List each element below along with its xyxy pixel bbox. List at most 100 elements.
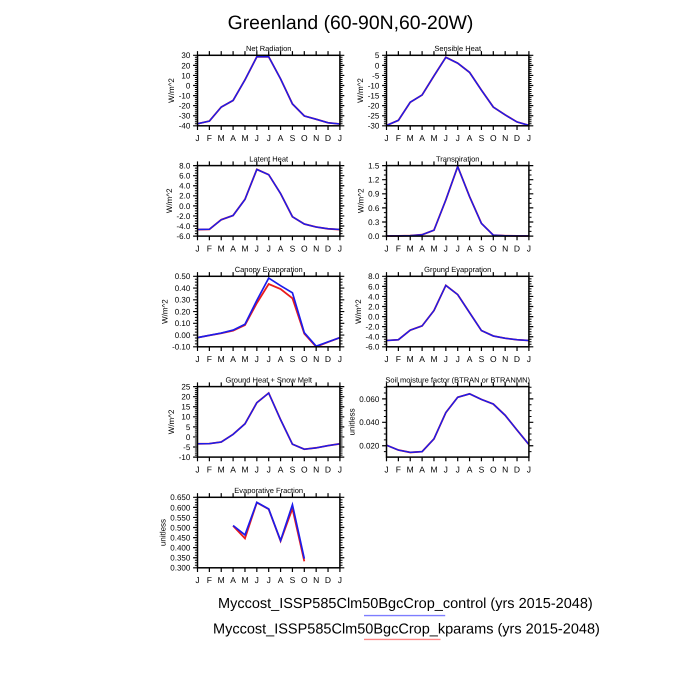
svg-text:J: J xyxy=(456,133,460,143)
svg-text:8.0: 8.0 xyxy=(179,162,191,171)
svg-text:0: 0 xyxy=(186,81,191,90)
svg-text:-2.0: -2.0 xyxy=(177,212,191,221)
svg-text:A: A xyxy=(467,464,473,474)
svg-text:A: A xyxy=(230,464,236,474)
svg-text:F: F xyxy=(207,354,212,364)
svg-text:D: D xyxy=(325,243,331,253)
svg-text:25: 25 xyxy=(181,383,190,392)
svg-text:D: D xyxy=(325,354,331,364)
svg-text:Soil moisture factor (BTRAN or: Soil moisture factor (BTRAN or BTRANMN) xyxy=(385,375,530,384)
svg-text:A: A xyxy=(467,243,473,253)
svg-text:W/m^2: W/m^2 xyxy=(356,78,365,103)
svg-text:M: M xyxy=(430,464,437,474)
svg-text:0.00: 0.00 xyxy=(175,331,191,340)
svg-text:-25: -25 xyxy=(368,112,380,121)
svg-text:2.0: 2.0 xyxy=(368,302,380,311)
svg-text:15: 15 xyxy=(181,403,190,412)
svg-text:0.40: 0.40 xyxy=(175,284,191,293)
svg-text:A: A xyxy=(419,243,425,253)
svg-text:J: J xyxy=(267,575,271,585)
svg-text:A: A xyxy=(230,133,236,143)
svg-text:A: A xyxy=(419,464,425,474)
svg-text:0.10: 0.10 xyxy=(175,319,191,328)
svg-text:0.3: 0.3 xyxy=(368,218,380,227)
svg-text:O: O xyxy=(490,354,497,364)
svg-text:0.0: 0.0 xyxy=(368,313,380,322)
svg-text:J: J xyxy=(444,243,448,253)
svg-text:O: O xyxy=(301,464,308,474)
svg-text:M: M xyxy=(218,133,225,143)
svg-text:Transpiration: Transpiration xyxy=(436,154,480,163)
svg-text:0.650: 0.650 xyxy=(170,493,191,502)
svg-text:-10: -10 xyxy=(179,453,191,462)
svg-text:D: D xyxy=(514,354,520,364)
svg-text:F: F xyxy=(207,575,212,585)
svg-text:A: A xyxy=(230,354,236,364)
svg-text:0.020: 0.020 xyxy=(359,442,380,451)
svg-text:N: N xyxy=(313,243,319,253)
svg-text:J: J xyxy=(444,133,448,143)
svg-text:M: M xyxy=(407,464,414,474)
svg-text:0.060: 0.060 xyxy=(359,395,380,404)
svg-text:A: A xyxy=(278,133,284,143)
svg-text:20: 20 xyxy=(181,393,190,402)
svg-text:A: A xyxy=(419,133,425,143)
svg-text:0.20: 0.20 xyxy=(175,307,191,316)
svg-text:M: M xyxy=(430,133,437,143)
svg-text:M: M xyxy=(430,243,437,253)
svg-text:-0.10: -0.10 xyxy=(172,343,191,352)
svg-text:J: J xyxy=(384,133,388,143)
svg-text:10: 10 xyxy=(181,71,190,80)
svg-text:J: J xyxy=(444,354,448,364)
svg-text:M: M xyxy=(241,243,248,253)
svg-text:J: J xyxy=(338,243,342,253)
svg-text:Sensible Heat: Sensible Heat xyxy=(434,44,482,53)
svg-text:J: J xyxy=(527,243,531,253)
svg-text:-15: -15 xyxy=(368,92,380,101)
svg-text:D: D xyxy=(514,243,520,253)
svg-text:O: O xyxy=(490,464,497,474)
svg-text:-40: -40 xyxy=(179,122,191,131)
svg-text:M: M xyxy=(407,354,414,364)
svg-text:J: J xyxy=(384,243,388,253)
svg-text:0.040: 0.040 xyxy=(359,418,380,427)
svg-text:-5: -5 xyxy=(372,71,380,80)
svg-text:S: S xyxy=(479,133,485,143)
svg-text:J: J xyxy=(267,464,271,474)
svg-text:J: J xyxy=(338,464,342,474)
svg-text:A: A xyxy=(419,354,425,364)
svg-text:F: F xyxy=(207,464,212,474)
svg-text:F: F xyxy=(396,133,401,143)
svg-text:0.450: 0.450 xyxy=(170,534,191,543)
svg-text:J: J xyxy=(255,133,259,143)
svg-text:30: 30 xyxy=(181,51,190,60)
svg-text:W/m^2: W/m^2 xyxy=(160,299,169,324)
svg-text:Evaporative Fraction: Evaporative Fraction xyxy=(234,486,303,495)
svg-text:0.0: 0.0 xyxy=(368,232,380,241)
svg-text:S: S xyxy=(290,243,296,253)
svg-text:M: M xyxy=(241,464,248,474)
svg-text:6.0: 6.0 xyxy=(179,172,191,181)
svg-text:A: A xyxy=(467,354,473,364)
svg-text:J: J xyxy=(195,575,199,585)
svg-text:M: M xyxy=(241,354,248,364)
svg-text:0: 0 xyxy=(375,61,380,70)
svg-text:unitless: unitless xyxy=(348,408,357,435)
svg-text:-2.0: -2.0 xyxy=(366,323,380,332)
svg-text:5: 5 xyxy=(186,423,191,432)
svg-text:S: S xyxy=(290,354,296,364)
svg-text:J: J xyxy=(527,464,531,474)
svg-text:A: A xyxy=(467,133,473,143)
svg-text:0.30: 0.30 xyxy=(175,296,191,305)
svg-text:D: D xyxy=(514,133,520,143)
svg-text:-6.0: -6.0 xyxy=(177,232,191,241)
svg-text:Myccost_ISSP585Clm50BgcCrop_kp: Myccost_ISSP585Clm50BgcCrop_kparams (yrs… xyxy=(213,621,600,637)
svg-text:8.0: 8.0 xyxy=(368,272,380,281)
svg-text:M: M xyxy=(241,575,248,585)
svg-text:J: J xyxy=(195,243,199,253)
svg-text:0.400: 0.400 xyxy=(170,544,191,553)
svg-text:J: J xyxy=(255,354,259,364)
svg-text:J: J xyxy=(527,133,531,143)
svg-text:0: 0 xyxy=(186,433,191,442)
svg-text:0.300: 0.300 xyxy=(170,564,191,573)
